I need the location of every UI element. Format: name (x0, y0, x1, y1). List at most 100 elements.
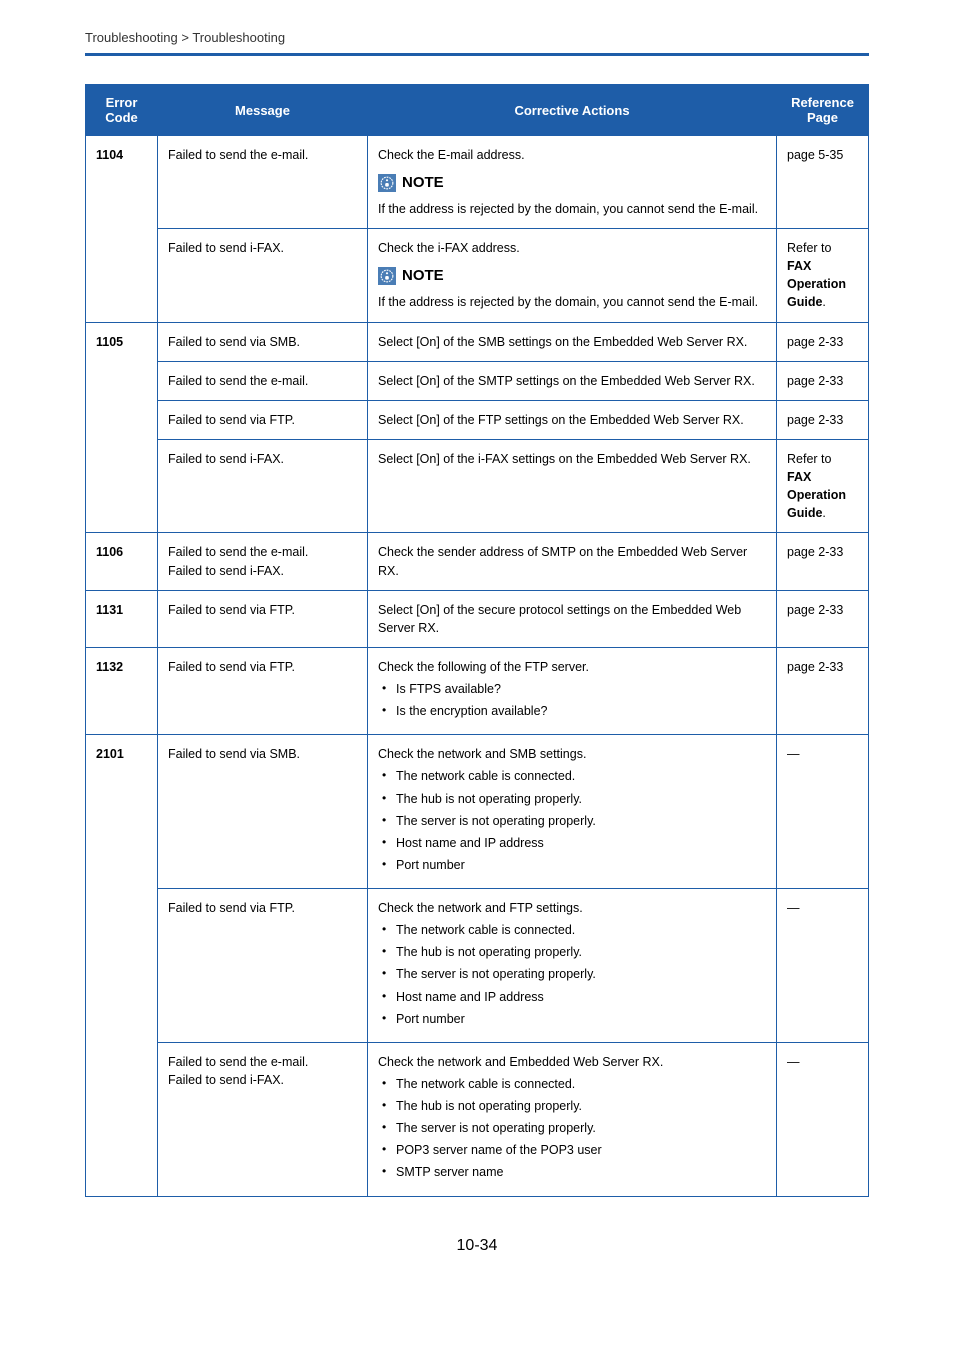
header-actions: Corrective Actions (368, 85, 777, 136)
note-label: NOTE (402, 172, 444, 194)
list-item: The network cable is connected. (378, 767, 766, 785)
ref-bold: FAX Operation Guide (787, 259, 846, 309)
table-row: 1105 Failed to send via SMB. Select [On]… (86, 322, 869, 361)
bullet-list: Is FTPS available? Is the encryption ava… (378, 680, 766, 720)
action-text: Check the network and FTP settings. (378, 899, 766, 917)
action-cell: Check the network and SMB settings. The … (368, 735, 777, 889)
list-item: Is FTPS available? (378, 680, 766, 698)
list-item: Host name and IP address (378, 988, 766, 1006)
message-cell: Failed to send i-FAX. (158, 229, 368, 323)
reference-cell: Refer to FAX Operation Guide. (777, 439, 869, 533)
list-item: The server is not operating properly. (378, 1119, 766, 1137)
action-cell: Check the i-FAX address. NOTE If the add… (368, 229, 777, 323)
action-cell: Select [On] of the SMTP settings on the … (368, 361, 777, 400)
header-rule (85, 53, 869, 56)
action-cell: Select [On] of the FTP settings on the E… (368, 400, 777, 439)
note-text: If the address is rejected by the domain… (378, 200, 766, 218)
reference-cell: ― (777, 889, 869, 1043)
message-cell: Failed to send via FTP. (158, 590, 368, 647)
list-item: The hub is not operating properly. (378, 943, 766, 961)
list-item: The hub is not operating properly. (378, 1097, 766, 1115)
message-text: Failed to send the e-mail. (168, 543, 357, 561)
table-row: 1131 Failed to send via FTP. Select [On]… (86, 590, 869, 647)
note-block: NOTE (378, 265, 766, 287)
header-message: Message (158, 85, 368, 136)
message-cell: Failed to send the e-mail. Failed to sen… (158, 1042, 368, 1196)
action-cell: Check the network and Embedded Web Serve… (368, 1042, 777, 1196)
ref-text: . (822, 295, 825, 309)
ref-text: . (822, 506, 825, 520)
note-text: If the address is rejected by the domain… (378, 293, 766, 311)
reference-cell: page 2-33 (777, 533, 869, 590)
table-row: Failed to send the e-mail. Select [On] o… (86, 361, 869, 400)
message-cell: Failed to send via FTP. (158, 400, 368, 439)
action-cell: Check the following of the FTP server. I… (368, 647, 777, 734)
table-row: Failed to send via FTP. Select [On] of t… (86, 400, 869, 439)
note-label: NOTE (402, 265, 444, 287)
ref-text: Refer to (787, 452, 831, 466)
message-cell: Failed to send the e-mail. Failed to sen… (158, 533, 368, 590)
list-item: Is the encryption available? (378, 702, 766, 720)
message-cell: Failed to send the e-mail. (158, 136, 368, 229)
action-cell: Check the E-mail address. NOTE If the ad… (368, 136, 777, 229)
error-code: 1132 (86, 647, 158, 734)
bullet-list: The network cable is connected. The hub … (378, 921, 766, 1028)
table-row: Failed to send i-FAX. Check the i-FAX ad… (86, 229, 869, 323)
message-cell: Failed to send i-FAX. (158, 439, 368, 533)
list-item: The server is not operating properly. (378, 965, 766, 983)
message-text: Failed to send i-FAX. (168, 562, 357, 580)
list-item: The hub is not operating properly. (378, 790, 766, 808)
action-cell: Check the network and FTP settings. The … (368, 889, 777, 1043)
header-reference: Reference Page (777, 85, 869, 136)
reference-cell: page 2-33 (777, 590, 869, 647)
reference-cell: ― (777, 1042, 869, 1196)
action-text: Check the network and SMB settings. (378, 745, 766, 763)
error-code: 1131 (86, 590, 158, 647)
reference-cell: page 2-33 (777, 361, 869, 400)
action-text: Check the E-mail address. (378, 146, 766, 164)
action-cell: Select [On] of the SMB settings on the E… (368, 322, 777, 361)
message-cell: Failed to send via FTP. (158, 647, 368, 734)
bullet-list: The network cable is connected. The hub … (378, 767, 766, 874)
action-text: Check the i-FAX address. (378, 239, 766, 257)
list-item: Port number (378, 1010, 766, 1028)
reference-cell: ― (777, 735, 869, 889)
document-page: Troubleshooting > Troubleshooting Error … (0, 0, 954, 1295)
message-text: Failed to send the e-mail. (168, 1053, 357, 1071)
reference-cell: page 2-33 (777, 322, 869, 361)
list-item: Host name and IP address (378, 834, 766, 852)
table-row: Failed to send via FTP. Check the networ… (86, 889, 869, 1043)
reference-cell: page 2-33 (777, 400, 869, 439)
header-error-code: Error Code (86, 85, 158, 136)
table-row: 1106 Failed to send the e-mail. Failed t… (86, 533, 869, 590)
message-cell: Failed to send the e-mail. (158, 361, 368, 400)
bullet-list: The network cable is connected. The hub … (378, 1075, 766, 1182)
action-cell: Select [On] of the i-FAX settings on the… (368, 439, 777, 533)
message-cell: Failed to send via SMB. (158, 322, 368, 361)
table-row: 1132 Failed to send via FTP. Check the f… (86, 647, 869, 734)
note-icon (378, 267, 396, 285)
message-text: Failed to send i-FAX. (168, 1071, 357, 1089)
note-block: NOTE (378, 172, 766, 194)
list-item: The network cable is connected. (378, 921, 766, 939)
table-header-row: Error Code Message Corrective Actions Re… (86, 85, 869, 136)
reference-cell: Refer to FAX Operation Guide. (777, 229, 869, 323)
list-item: Port number (378, 856, 766, 874)
action-cell: Select [On] of the secure protocol setti… (368, 590, 777, 647)
table-row: Failed to send i-FAX. Select [On] of the… (86, 439, 869, 533)
error-code-table: Error Code Message Corrective Actions Re… (85, 84, 869, 1197)
list-item: SMTP server name (378, 1163, 766, 1181)
list-item: The server is not operating properly. (378, 812, 766, 830)
table-row: 2101 Failed to send via SMB. Check the n… (86, 735, 869, 889)
ref-text: Refer to (787, 241, 831, 255)
list-item: The network cable is connected. (378, 1075, 766, 1093)
error-code: 1105 (86, 322, 158, 533)
error-code: 2101 (86, 735, 158, 1196)
page-number: 10-34 (85, 1237, 869, 1255)
message-cell: Failed to send via FTP. (158, 889, 368, 1043)
action-text: Check the network and Embedded Web Serve… (378, 1053, 766, 1071)
note-icon (378, 174, 396, 192)
error-code: 1106 (86, 533, 158, 590)
reference-cell: page 2-33 (777, 647, 869, 734)
ref-bold: FAX Operation Guide (787, 470, 846, 520)
